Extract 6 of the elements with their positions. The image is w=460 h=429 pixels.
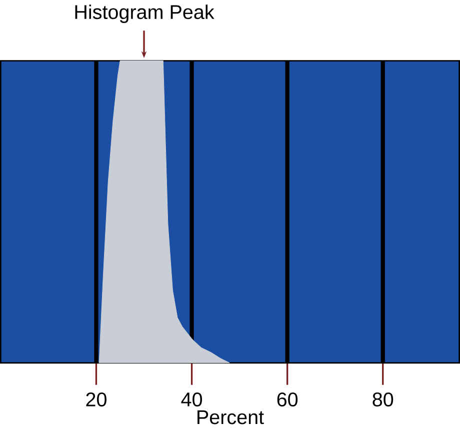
- x-tick-label: 20: [86, 392, 106, 407]
- annotation: Histogram Peak: [75, 4, 214, 24]
- x-tick-label: 60: [277, 392, 298, 407]
- x-tick-label: 80: [372, 392, 394, 407]
- x-axis-title: Percent: [198, 410, 264, 424]
- x-tick-label: 40: [181, 392, 202, 407]
